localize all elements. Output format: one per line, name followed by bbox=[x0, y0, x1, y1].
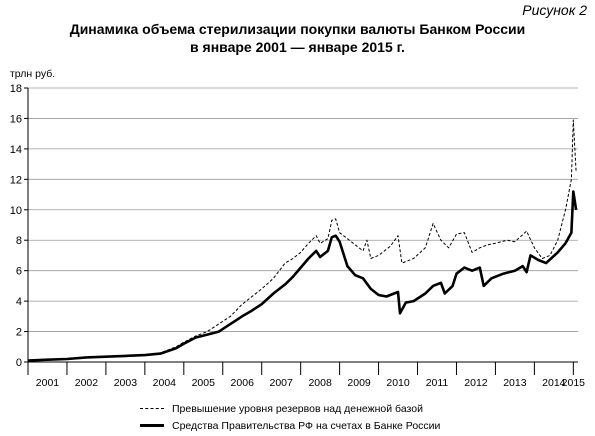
x-tick-label: 2002 bbox=[75, 377, 99, 389]
x-tick-label: 2012 bbox=[464, 377, 488, 389]
legend-item-government: Средства Правительства РФ на счетах в Ба… bbox=[140, 417, 440, 434]
legend-label-government: Средства Правительства РФ на счетах в Ба… bbox=[172, 419, 441, 432]
figure-label: Рисунок 2 bbox=[522, 2, 587, 18]
x-tick-label: 2015 bbox=[562, 377, 586, 389]
x-tick-label: 2004 bbox=[153, 377, 177, 389]
grid bbox=[28, 87, 578, 332]
x-tick-label: 2006 bbox=[231, 377, 255, 389]
x-tick-label: 2001 bbox=[36, 377, 60, 389]
series-line-government bbox=[27, 190, 578, 362]
y-tick-label: 8 bbox=[16, 235, 22, 247]
y-tick-label: 12 bbox=[10, 174, 22, 186]
y-tick-label: 0 bbox=[16, 357, 22, 369]
chart-title-line1: Динамика объема стерилизации покупки вал… bbox=[69, 21, 526, 37]
y-tick-label: 16 bbox=[10, 113, 22, 125]
dashed-line-swatch-icon bbox=[140, 408, 164, 409]
chart-title-line2: в январе 2001 — январе 2015 г. bbox=[190, 39, 405, 55]
y-tick-label: 10 bbox=[10, 205, 22, 217]
y-tick-label: 6 bbox=[16, 266, 22, 278]
y-tick-label: 2 bbox=[16, 327, 22, 339]
y-axis-label: трлн руб. bbox=[10, 68, 55, 80]
x-tick-label: 2003 bbox=[114, 377, 138, 389]
x-tick-label: 2014 bbox=[542, 377, 566, 389]
chart-title: Динамика объема стерилизации покупки вал… bbox=[0, 20, 595, 56]
legend-item-reserves: Превышение уровня резервов над денежной … bbox=[140, 400, 440, 417]
y-tick-label: 14 bbox=[10, 144, 22, 156]
legend-label-reserves: Превышение уровня резервов над денежной … bbox=[172, 402, 423, 415]
x-tick-label: 2005 bbox=[192, 377, 216, 389]
series-line-reserves bbox=[27, 119, 577, 361]
x-tick-label: 2009 bbox=[347, 377, 371, 389]
x-tick-label: 2013 bbox=[503, 377, 527, 389]
series-group bbox=[27, 119, 578, 362]
x-tick-label: 2011 bbox=[426, 377, 449, 389]
x-tick-label: 2008 bbox=[308, 377, 332, 389]
x-tick-label: 2010 bbox=[386, 377, 410, 389]
legend: Превышение уровня резервов над денежной … bbox=[140, 400, 440, 434]
y-tick-label: 4 bbox=[16, 296, 22, 308]
x-tick-label: 2007 bbox=[270, 377, 294, 389]
solid-line-swatch-icon bbox=[140, 424, 164, 427]
y-tick-label: 18 bbox=[10, 83, 22, 95]
axes: 0 2 4 6 8 10 12 14 16 18 2001 2002 2003 2004 2005 2006 2… bbox=[10, 83, 585, 389]
